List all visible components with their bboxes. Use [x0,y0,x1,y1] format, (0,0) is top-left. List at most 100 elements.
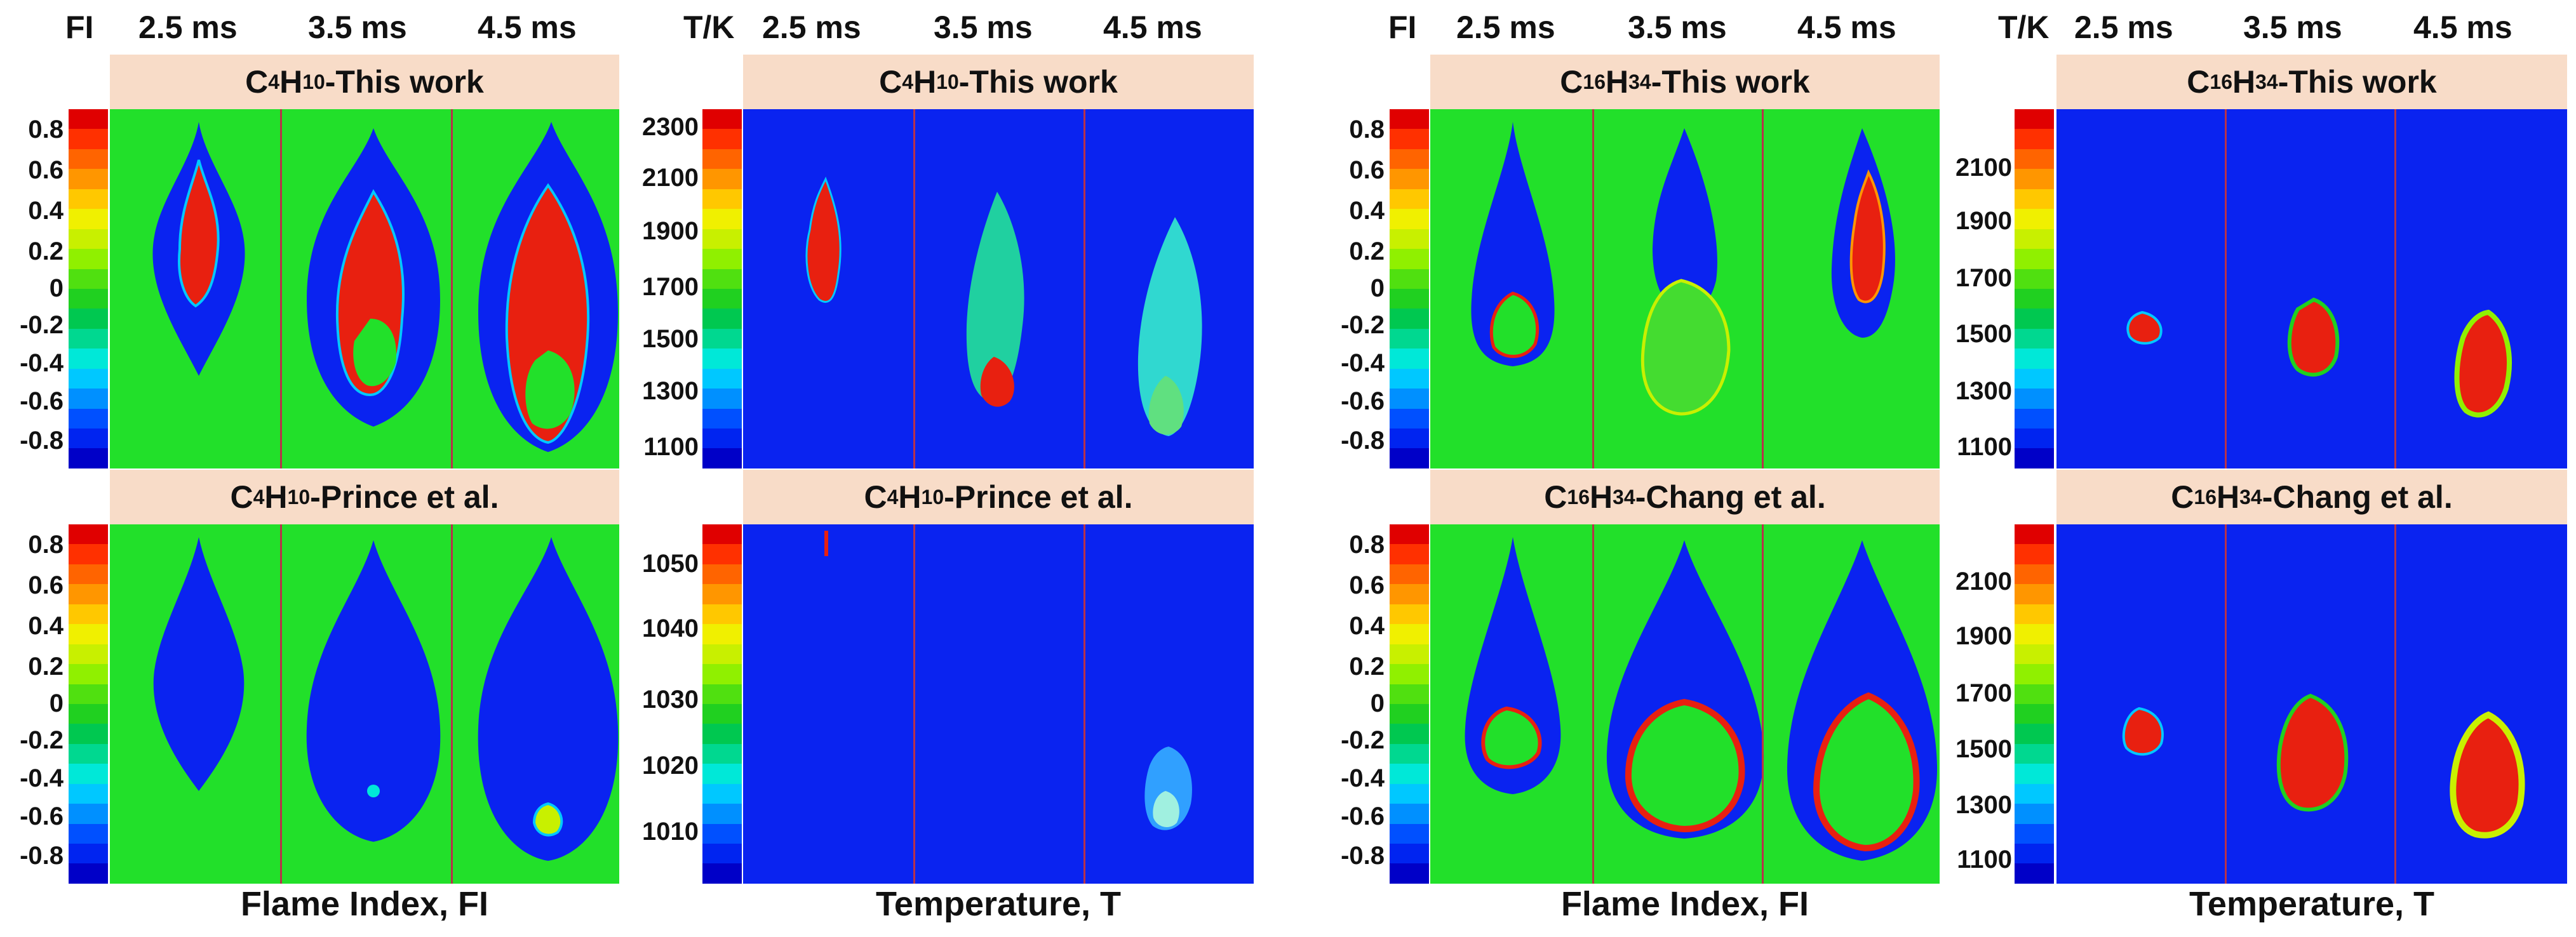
colorbar-swatch [702,408,742,429]
colorbar-swatch [2015,229,2054,249]
colorbar-swatch [2015,149,2054,169]
fi-tick: -0.2 [20,311,64,339]
colorbar-swatch [2015,664,2054,684]
xlabel-flame-index-right: Flame Index, FI [1560,885,1809,923]
colorbar-swatch [702,429,742,449]
colorbar-swatch [2015,349,2054,369]
fi-tick: -0.2 [1341,726,1385,754]
colorbar-swatch [2015,604,2054,625]
colorbar-swatch [69,564,108,585]
colorbar-fi-bot-left [69,524,108,884]
colorbar-swatch [1390,229,1429,249]
colorbar-swatch [702,624,742,644]
colorbar-swatch [702,564,742,585]
colorbar-swatch [702,783,742,804]
colorbar-swatch [702,684,742,704]
colorbar-swatch [702,544,742,564]
colorbar-swatch [1390,604,1429,625]
colorbar-swatch [1390,309,1429,329]
colorbar-swatch [2015,564,2054,585]
time-separator [2225,524,2227,884]
colorbar-fi-top-left [69,109,108,468]
temp-tick: 2100 [1955,568,2012,595]
temp-tick: 1300 [642,377,699,405]
time-separator [451,109,453,468]
fi-tick: 0.2 [28,237,64,265]
panel-c16-fi-chang [1430,524,1940,884]
colorbar-swatch [2015,724,2054,744]
fi-tick: 0.6 [1349,571,1385,599]
colorbar-fi-bot-right [1390,524,1429,884]
temp-tick: 1100 [1957,433,2012,461]
colorbar-swatch [2015,544,2054,564]
temp-tick: 1700 [642,273,699,301]
time-header: 4.5 ms [1797,10,1896,45]
fi-tick: -0.8 [20,842,64,870]
temp-tick: 1100 [1957,846,2012,874]
time-header: 2.5 ms [1456,10,1555,45]
fi-tick: 0.4 [28,612,64,640]
colorbar-swatch [69,109,108,130]
temp-tick: 1300 [1955,791,2012,819]
colorbar-swatch [69,169,108,189]
colorbar-swatch [2015,644,2054,665]
colorbar-swatch [702,644,742,665]
colorbar-swatch [702,724,742,744]
colorbar-swatch [69,664,108,684]
colorbar-swatch [69,408,108,429]
colorbar-swatch [69,328,108,349]
colorbar-swatch [702,328,742,349]
panel-c4-fi-this-work [110,109,619,468]
colorbar-swatch [2015,389,2054,409]
time-header: 4.5 ms [1103,10,1202,45]
colorbar-swatch [69,544,108,564]
time-header: 3.5 ms [2243,10,2342,45]
fi-tick: 0.6 [28,156,64,184]
colorbar-swatch [69,724,108,744]
temp-tick: 1500 [1955,735,2012,763]
colorbar-swatch [1390,149,1429,169]
colorbar-swatch [69,823,108,844]
fi-tick: 0.4 [1349,612,1385,640]
temp-tick: 1040 [642,615,699,642]
colorbar-swatch [702,368,742,389]
colorbar-swatch [2015,823,2054,844]
xlabel-temperature-right: Temperature, T [2189,885,2435,923]
panel-title-c4-t-prince: C 4 H 10 -Prince et al. [743,470,1254,524]
panel-title-c4-fi-prince: C 4 H 10 -Prince et al. [110,470,619,524]
fi-tick: -0.4 [1341,349,1385,377]
colorbar-swatch [1390,584,1429,604]
colorbar-swatch [702,129,742,149]
colorbar-swatch [702,309,742,329]
colorbar-t-bot-left [702,524,742,884]
colorbar-swatch [702,109,742,130]
temp-tick: 1700 [1955,679,2012,707]
colorbar-swatch [2015,328,2054,349]
colorbar-swatch [2015,408,2054,429]
colorbar-swatch [1390,389,1429,409]
colorbar-swatch [1390,269,1429,289]
colorbar-t-top-left [702,109,742,468]
colorbar-swatch [69,209,108,229]
fi-tick: -0.8 [20,427,64,455]
fi-tick: 0.6 [28,571,64,599]
colorbar-swatch [69,129,108,149]
fi-tick: -0.8 [1341,427,1385,455]
colorbar-swatch [69,309,108,329]
colorbar-swatch [1390,288,1429,309]
colorbar-swatch [69,229,108,249]
colorbar-swatch [69,743,108,764]
colorbar-swatch [2015,524,2054,545]
colorbar-swatch [69,189,108,209]
colorbar-swatch [69,368,108,389]
colorbar-swatch [1390,703,1429,724]
colorbar-swatch [2015,448,2054,468]
colorbar-swatch [1390,349,1429,369]
colorbar-swatch [1390,804,1429,824]
colorbar-swatch [69,604,108,625]
time-separator [2225,109,2227,468]
colorbar-swatch [702,743,742,764]
fi-tick: -0.4 [20,764,64,792]
colorbar-swatch [1390,544,1429,564]
temp-tick: 1010 [642,818,699,846]
